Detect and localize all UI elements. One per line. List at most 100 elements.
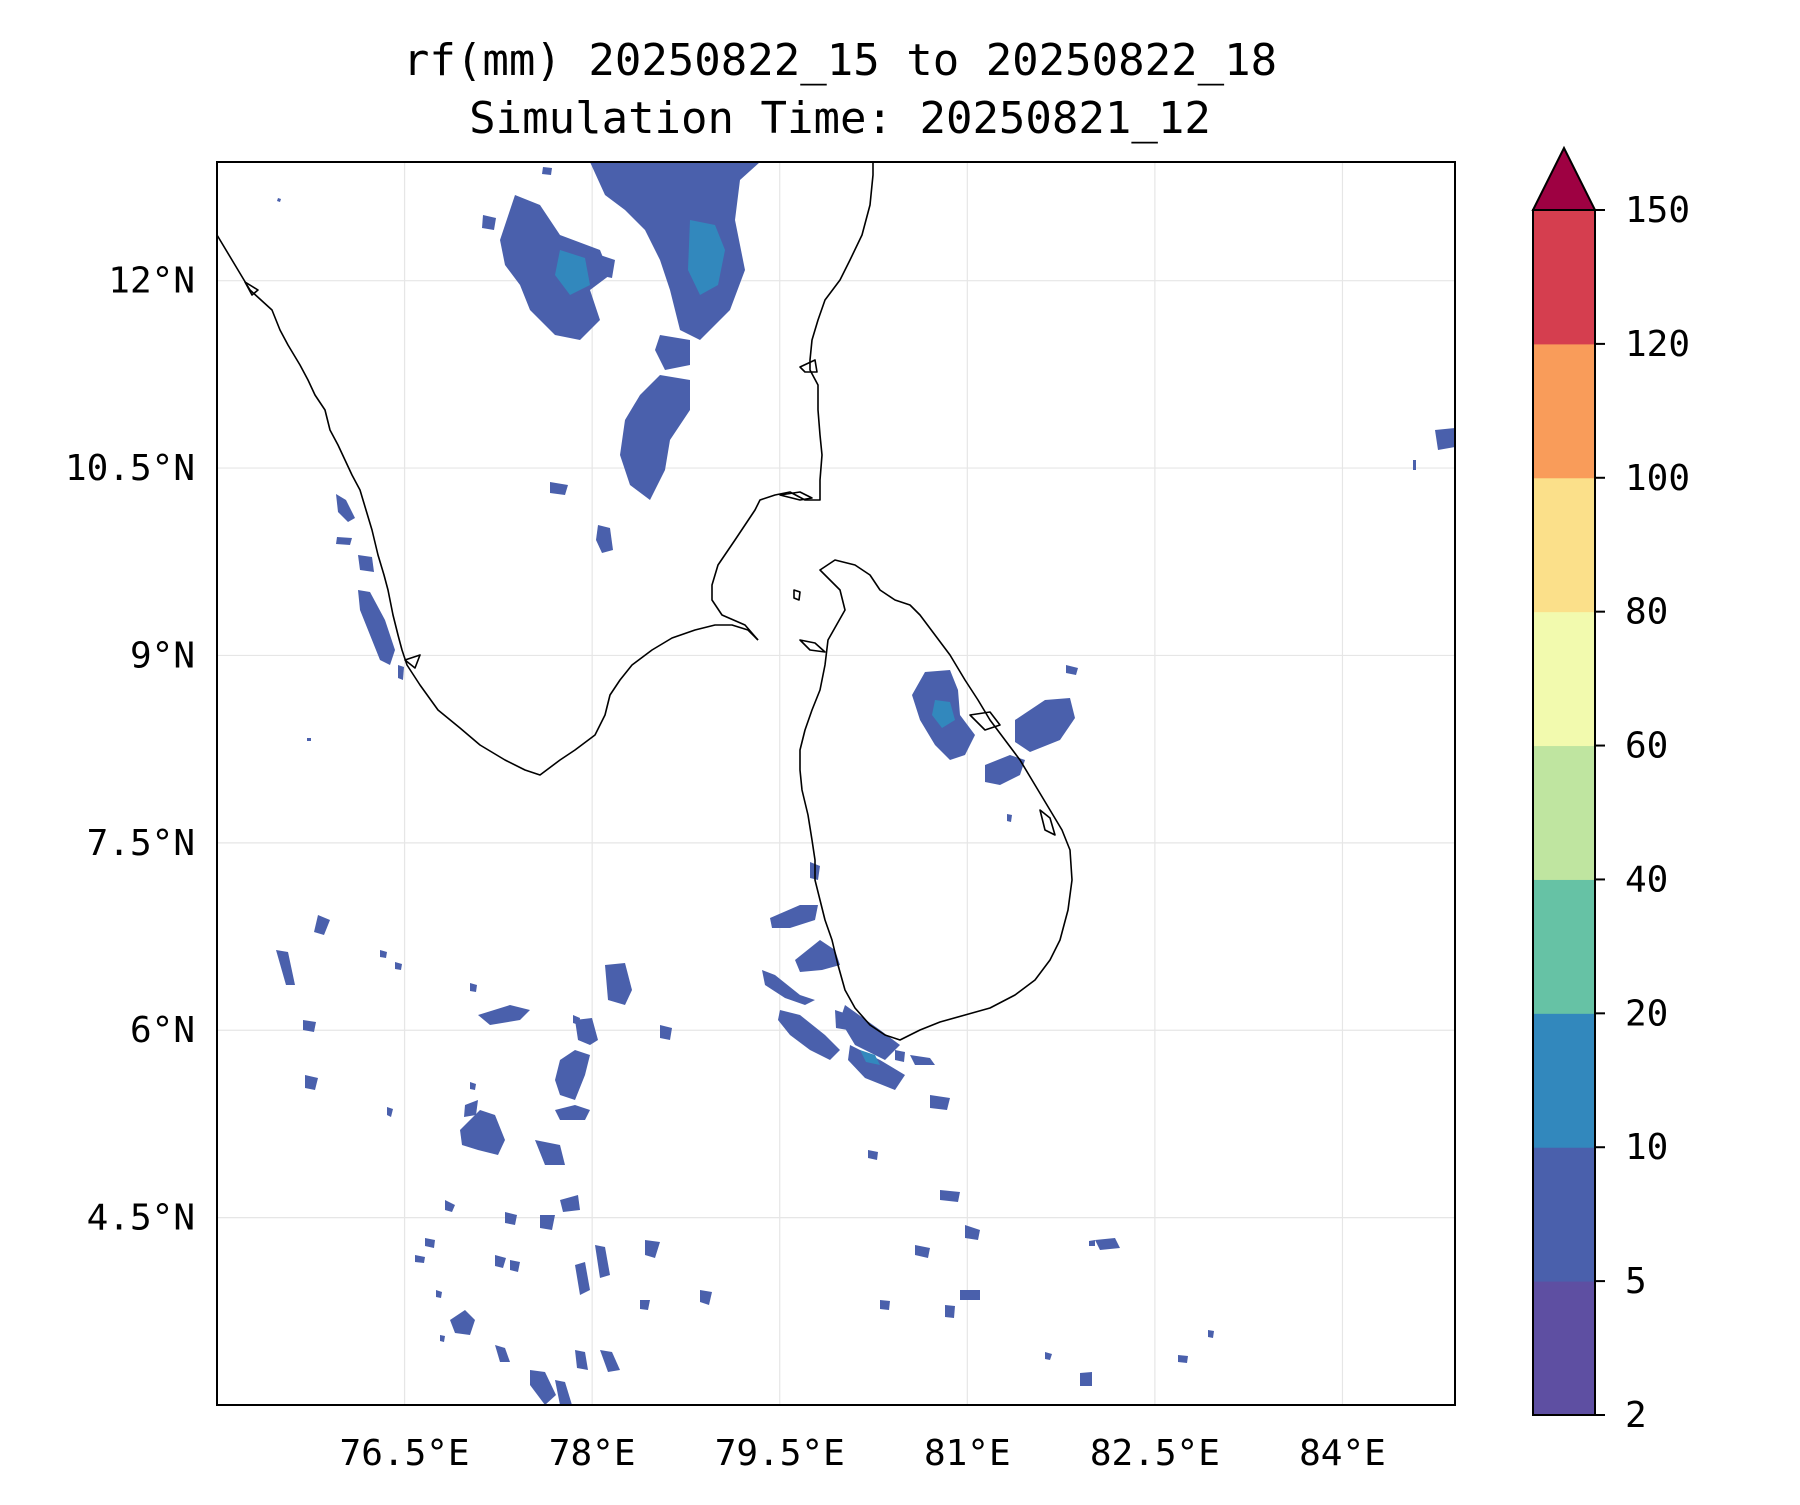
rain-patch bbox=[450, 1310, 475, 1335]
rain-patch bbox=[535, 1140, 565, 1165]
rain-patch bbox=[277, 198, 281, 202]
rain-patch bbox=[835, 1010, 850, 1030]
island-coast bbox=[779, 491, 813, 501]
rain-patch bbox=[910, 1055, 935, 1065]
colorbar-label: 5 bbox=[1625, 1261, 1647, 1302]
rain-patch bbox=[495, 1345, 510, 1362]
rain-patch bbox=[445, 1200, 455, 1212]
colorbar-label: 2 bbox=[1625, 1395, 1647, 1436]
rain-patch bbox=[965, 1225, 980, 1240]
rain-patch bbox=[880, 1300, 890, 1310]
rain-patch bbox=[470, 1082, 476, 1090]
colorbar-extend-arrow bbox=[1531, 145, 1597, 211]
colorbar-segment bbox=[1533, 1013, 1595, 1148]
rain-patch bbox=[305, 1075, 318, 1090]
map-subtitle: Simulation Time: 20250821_12 bbox=[469, 93, 1211, 144]
rain-patch bbox=[464, 1100, 478, 1117]
rain-patch bbox=[510, 1260, 520, 1272]
rain-patch bbox=[860, 1050, 880, 1065]
map-background bbox=[217, 162, 1455, 1405]
lat-tick-label: 7.5°N bbox=[87, 823, 195, 864]
rain-patch bbox=[555, 1050, 590, 1100]
rain-patch bbox=[660, 1025, 672, 1040]
rain-patch bbox=[530, 1370, 556, 1405]
rain-patch bbox=[1007, 814, 1012, 822]
rain-patch bbox=[460, 1110, 505, 1155]
lat-tick-label: 4.5°N bbox=[87, 1198, 195, 1239]
rain-patch bbox=[387, 1107, 393, 1117]
rain-patch bbox=[575, 1350, 588, 1370]
lat-tick-label: 9°N bbox=[130, 635, 195, 676]
colorbar-segment bbox=[1533, 210, 1595, 345]
colorbar-label: 100 bbox=[1625, 458, 1690, 499]
rain-patch bbox=[575, 1018, 598, 1045]
map-title: rf(mm) 20250822_15 to 20250822_18 bbox=[403, 35, 1277, 86]
rain-patch bbox=[560, 1195, 580, 1212]
rain-patch bbox=[895, 1050, 905, 1062]
lon-tick-label: 76.5°E bbox=[340, 1433, 470, 1474]
island-coast bbox=[799, 359, 818, 373]
rain-patch bbox=[795, 940, 840, 972]
colorbar-segment bbox=[1533, 1281, 1595, 1416]
rain-patch bbox=[945, 1305, 955, 1318]
rain-patch bbox=[645, 1240, 660, 1258]
rain-patch bbox=[1066, 665, 1078, 675]
rain-patch bbox=[575, 1262, 590, 1295]
rain-patch bbox=[1080, 1372, 1092, 1386]
rain-patch bbox=[1435, 428, 1455, 450]
rain-patch bbox=[595, 1245, 610, 1278]
colorbar-label: 20 bbox=[1625, 993, 1668, 1034]
rain-patch bbox=[505, 1212, 517, 1225]
rain-patch bbox=[762, 970, 815, 1005]
lon-tick-label: 79.5°E bbox=[715, 1433, 845, 1474]
lon-tick-label: 84°E bbox=[1299, 1433, 1386, 1474]
rain-patch bbox=[307, 738, 311, 741]
rain-patch bbox=[555, 1105, 590, 1120]
lon-tick-label: 78°E bbox=[549, 1433, 636, 1474]
lat-tick-label: 6°N bbox=[130, 1010, 195, 1051]
island-coast bbox=[799, 639, 826, 653]
rain-patch bbox=[482, 215, 496, 230]
island-coast bbox=[969, 711, 1001, 731]
rain-patch bbox=[985, 755, 1025, 785]
colorbar-label: 10 bbox=[1625, 1127, 1668, 1168]
rain-patch bbox=[700, 1290, 712, 1305]
india-west-coast bbox=[217, 234, 759, 776]
rain-patch bbox=[596, 525, 613, 553]
rain-patch bbox=[960, 1290, 980, 1300]
colorbar-segment bbox=[1533, 477, 1595, 613]
rain-patch bbox=[500, 195, 610, 340]
rain-patch bbox=[358, 555, 374, 572]
rain-patch bbox=[276, 950, 295, 985]
colorbar-label: 40 bbox=[1625, 859, 1668, 900]
rain-patch bbox=[600, 1350, 620, 1372]
rain-patch bbox=[303, 1020, 316, 1032]
rain-patch bbox=[1095, 1238, 1120, 1250]
gridlines bbox=[217, 162, 1455, 1405]
lat-tick-label: 12°N bbox=[108, 261, 195, 302]
rain-patch bbox=[542, 167, 552, 175]
rain-patch bbox=[688, 220, 725, 295]
rain-patch bbox=[620, 375, 690, 500]
colorbar-segment bbox=[1533, 611, 1595, 747]
rain-patch bbox=[478, 1005, 530, 1025]
rain-patch bbox=[840, 1005, 900, 1060]
map-area bbox=[217, 162, 1455, 1405]
rain-patch bbox=[336, 494, 355, 522]
rain-patch bbox=[470, 983, 477, 992]
lon-tick-label: 81°E bbox=[924, 1433, 1011, 1474]
rain-patch bbox=[932, 700, 955, 728]
rain-patch bbox=[550, 482, 568, 495]
colorbar-label: 80 bbox=[1625, 592, 1668, 633]
rain-patch bbox=[395, 962, 402, 970]
colorbar-segment bbox=[1533, 745, 1595, 880]
colorbar-segment bbox=[1533, 879, 1595, 1014]
colorbar-frame bbox=[1532, 209, 1596, 1416]
rainfall-patches bbox=[276, 162, 1455, 1405]
rain-patch bbox=[640, 1300, 650, 1310]
rain-patch bbox=[336, 537, 352, 545]
longitude-ticks: 76.5°E 78°E 79.5°E 81°E 82.5°E 84°E bbox=[340, 1433, 1386, 1474]
rain-patch bbox=[314, 915, 330, 935]
